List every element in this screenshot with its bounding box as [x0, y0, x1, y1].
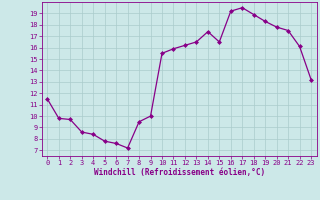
X-axis label: Windchill (Refroidissement éolien,°C): Windchill (Refroidissement éolien,°C) — [94, 168, 265, 177]
